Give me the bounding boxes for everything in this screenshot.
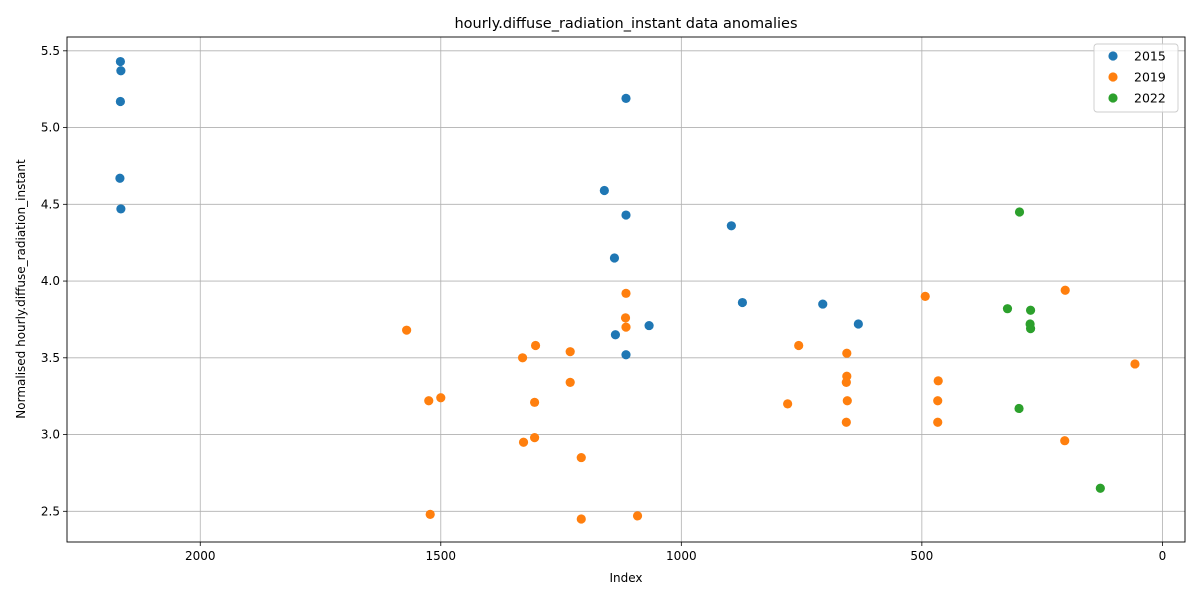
point-2015	[621, 210, 631, 220]
y-tick-label: 3.0	[41, 428, 60, 442]
point-2019	[632, 511, 643, 521]
point-2019	[1060, 285, 1070, 295]
x-tick-label: 1500	[426, 549, 457, 563]
data-points	[115, 56, 1140, 524]
point-2019	[841, 417, 851, 427]
point-2015	[599, 185, 609, 196]
chart-title: hourly.diffuse_radiation_instant data an…	[454, 16, 797, 32]
point-2019	[576, 452, 586, 463]
point-2019	[517, 353, 528, 363]
point-2019	[933, 417, 943, 427]
point-2019	[842, 396, 852, 406]
point-2015	[737, 297, 748, 308]
point-2019	[565, 347, 575, 357]
point-2019	[1060, 436, 1070, 446]
point-2015	[115, 96, 125, 107]
point-2015	[115, 56, 125, 67]
point-2015	[818, 299, 828, 309]
x-tick-label: 2000	[185, 549, 216, 563]
point-2015	[726, 221, 736, 231]
point-2019	[518, 437, 529, 447]
point-2015	[644, 320, 654, 331]
point-2022	[1014, 207, 1025, 217]
point-2015	[115, 173, 125, 183]
point-2019	[841, 377, 851, 387]
point-2022	[1025, 324, 1036, 334]
plot-frame	[66, 36, 1186, 543]
point-2022	[1095, 483, 1105, 493]
y-tick-label: 2.5	[41, 504, 60, 518]
y-tick-label: 4.0	[41, 274, 60, 288]
grid-lines	[67, 37, 1185, 542]
point-2019	[933, 376, 943, 386]
point-2019	[621, 322, 631, 332]
y-tick-label: 4.5	[41, 197, 60, 211]
x-tick-label: 1000	[666, 549, 697, 563]
x-tick-label: 500	[910, 549, 933, 563]
point-2019	[424, 396, 434, 406]
point-2015	[621, 93, 631, 103]
point-2019	[920, 291, 930, 302]
point-2019	[402, 325, 412, 335]
y-tick-label: 3.5	[41, 351, 60, 365]
y-tick-label: 5.0	[41, 121, 60, 135]
legend: 2015 2019 2022	[1093, 43, 1179, 113]
legend-label: 2019	[1134, 70, 1166, 85]
point-2015	[610, 330, 621, 340]
point-2015	[609, 253, 620, 263]
legend-marker-2022	[1108, 93, 1118, 103]
point-2022	[1025, 305, 1036, 315]
x-axis-title: Index	[609, 571, 642, 585]
point-2019	[783, 399, 793, 409]
point-2019	[621, 288, 631, 298]
y-tick-label: 5.5	[41, 44, 60, 58]
point-2015	[116, 66, 126, 76]
legend-marker-2015	[1108, 51, 1118, 61]
point-2019	[529, 433, 540, 443]
legend-label: 2015	[1134, 49, 1166, 64]
y-axis-title: Normalised hourly.diffuse_radiation_inst…	[14, 159, 28, 419]
point-2019	[933, 396, 943, 406]
x-tick-label: 0	[1159, 549, 1167, 563]
point-2015	[621, 350, 631, 360]
point-2019	[1130, 359, 1140, 369]
axis-ticks: 2000 1500 1000 500 0 2.5 3.0 3.5 4.0 4.5 5.0 5.5	[41, 44, 1166, 563]
point-2019	[565, 377, 575, 387]
point-2019	[794, 340, 804, 351]
point-2015	[116, 204, 126, 214]
point-2019	[620, 313, 631, 323]
point-2022	[1002, 304, 1013, 314]
point-2022	[1014, 403, 1024, 414]
point-2019	[436, 393, 446, 403]
legend-label: 2022	[1134, 91, 1166, 106]
point-2019	[530, 340, 541, 351]
point-2019	[529, 397, 540, 407]
point-2019	[425, 509, 435, 519]
point-2015	[853, 319, 863, 329]
point-2019	[576, 514, 586, 524]
point-2019	[842, 348, 852, 358]
legend-marker-2019	[1108, 72, 1118, 82]
